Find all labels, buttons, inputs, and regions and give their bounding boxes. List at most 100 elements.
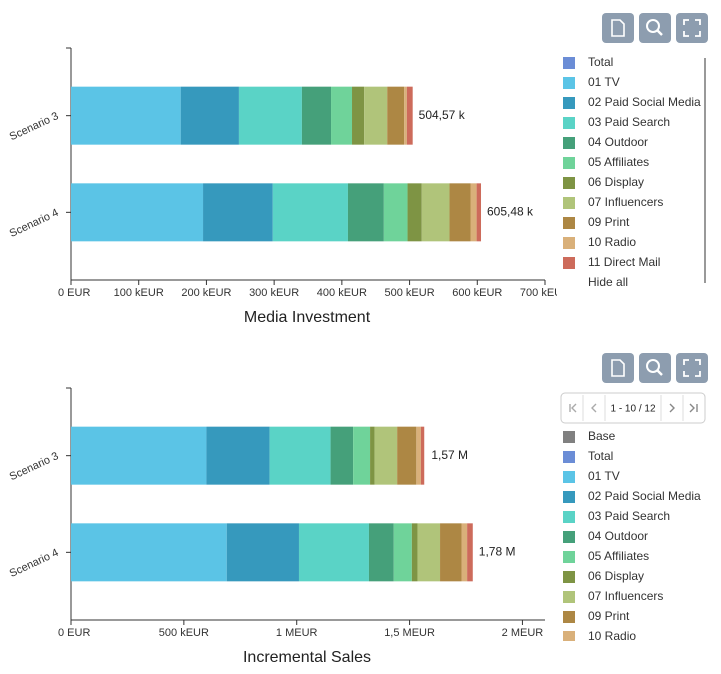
- fullscreen-icon: [683, 19, 701, 37]
- bar-segment: [226, 523, 299, 582]
- bar-segment: [420, 426, 425, 485]
- legend-label: 11 Direct Mail: [588, 649, 660, 663]
- last-page[interactable]: [689, 403, 698, 413]
- next-page[interactable]: [669, 403, 675, 413]
- legend-pager: 1 - 10 / 12: [560, 392, 706, 424]
- bar-segment: [301, 86, 332, 145]
- x-tick-label: 300 kEUR: [249, 287, 299, 299]
- legend-label: 10 Radio: [588, 629, 636, 643]
- bar-segment: [467, 523, 473, 582]
- bar-segment: [417, 523, 441, 582]
- legend-swatch: [563, 237, 575, 249]
- zoom-icon: [646, 359, 660, 373]
- bar-segment: [411, 523, 418, 582]
- y-tick-label: Scenario 3: [8, 450, 61, 483]
- first-page[interactable]: [569, 403, 577, 413]
- chart: 0 EUR 100 kEUR 200 kEUR 300 kEUR 400 kEUR 500…: [8, 47, 570, 299]
- pager-box: [560, 392, 706, 424]
- export-icon: [611, 359, 625, 377]
- bar-segment: [387, 86, 405, 145]
- bar-segment: [368, 523, 394, 582]
- legend-label: Total: [588, 449, 613, 463]
- legend-label: 07 Influencers: [588, 195, 663, 209]
- bar-segment: [374, 426, 398, 485]
- legend-label: 07 Influencers: [588, 589, 663, 603]
- export-button[interactable]: [602, 353, 634, 383]
- bar-segment: [331, 86, 353, 145]
- fullscreen-icon: [683, 359, 701, 377]
- bar-segment: [272, 183, 348, 242]
- y-tick-label: Scenario 4: [8, 547, 61, 580]
- legend-label: 06 Display: [588, 569, 644, 583]
- value-label: 1,78 M: [479, 545, 516, 559]
- legend-swatch: [563, 451, 575, 463]
- legend-label: Base: [588, 429, 616, 443]
- legend-swatch: [563, 257, 575, 269]
- legend-swatch: [563, 157, 575, 169]
- bar-segment: [71, 426, 207, 485]
- legend-label: 05 Affiliates: [588, 549, 649, 563]
- legend-swatch: [563, 217, 575, 229]
- bar-segment: [470, 183, 477, 242]
- x-tick-label: 2 MEUR: [502, 627, 544, 639]
- legend-label: 04 Outdoor: [588, 135, 648, 149]
- bar-segment: [203, 183, 273, 242]
- legend-swatch: [563, 591, 575, 603]
- legend-label: 06 Display: [588, 175, 644, 189]
- legend-label: 03 Paid Search: [588, 509, 670, 523]
- x-tick-label: 1 MEUR: [276, 627, 318, 639]
- legend-swatch: [563, 117, 575, 129]
- x-tick-label: 0 EUR: [58, 627, 90, 639]
- export-button[interactable]: [602, 13, 634, 43]
- x-tick-label: 100 kEUR: [114, 287, 164, 299]
- legend-label: 09 Print: [588, 609, 630, 623]
- bar-segment: [353, 426, 371, 485]
- chart-title: Incremental Sales: [243, 649, 371, 666]
- bar-segment: [238, 86, 302, 145]
- legend-label: 10 Radio: [588, 235, 636, 249]
- bar-segment: [206, 426, 270, 485]
- pager-label: 1 - 10 / 12: [610, 404, 655, 415]
- fullscreen-button[interactable]: [676, 353, 708, 383]
- x-tick-label: 500 kEUR: [159, 627, 209, 639]
- legend-swatch: [563, 551, 575, 563]
- bar-segment: [461, 523, 468, 582]
- bar-segment: [421, 183, 450, 242]
- toolbar: [602, 13, 708, 43]
- legend: Total 01 TV 02 Paid Social Media 03 Paid Se…: [563, 55, 701, 289]
- x-tick-label: 700 kEUR: [520, 287, 570, 299]
- bar-segment: [298, 523, 369, 582]
- x-tick-label: 600 kEUR: [452, 287, 502, 299]
- legend-label: 11 Direct Mail: [588, 255, 660, 269]
- y-tick-label: Scenario 4: [8, 207, 61, 240]
- bar-segment: [269, 426, 331, 485]
- x-tick-label: 1,5 MEUR: [384, 627, 435, 639]
- hide-all[interactable]: Hide all: [588, 669, 628, 674]
- legend-label: 01 TV: [588, 469, 620, 483]
- legend-swatch: [563, 431, 575, 443]
- y-tick-label: Scenario 3: [8, 110, 61, 143]
- value-label: 1,57 M: [431, 448, 468, 462]
- export-icon: [611, 19, 625, 37]
- chart-title: Media Investment: [244, 309, 371, 326]
- bar-segment: [404, 86, 407, 145]
- zoom-button[interactable]: [639, 13, 671, 43]
- x-tick-label: 400 kEUR: [317, 287, 367, 299]
- zoom-icon: [646, 19, 660, 33]
- prev-page[interactable]: [591, 403, 597, 413]
- legend-swatch: [563, 177, 575, 189]
- bar-segment: [397, 426, 417, 485]
- bar-segment: [180, 86, 239, 145]
- bar-segment: [71, 523, 227, 582]
- fullscreen-button[interactable]: [676, 13, 708, 43]
- legend-label: Total: [588, 55, 613, 69]
- toolbar: [602, 353, 708, 383]
- zoom-button[interactable]: [639, 353, 671, 383]
- zoom-icon: [656, 369, 663, 376]
- bar-segment: [71, 183, 204, 242]
- bar-segment: [383, 183, 408, 242]
- bar-segment: [352, 86, 365, 145]
- legend-label: 04 Outdoor: [588, 529, 648, 543]
- hide-all[interactable]: Hide all: [588, 275, 628, 289]
- legend-swatch: [563, 651, 575, 663]
